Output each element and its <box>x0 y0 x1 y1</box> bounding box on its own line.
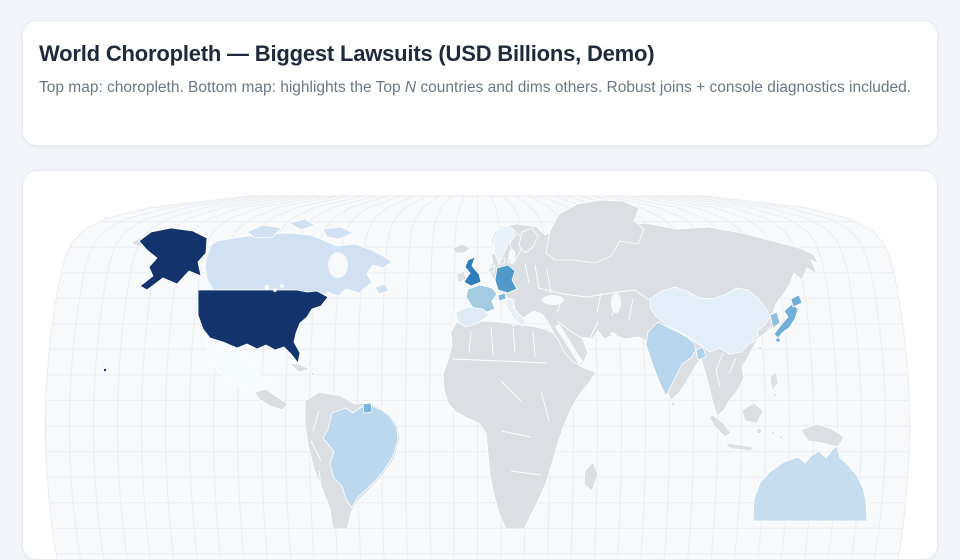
country-japan-honshu[interactable] <box>773 303 799 339</box>
country-india[interactable] <box>645 321 697 397</box>
country-usa[interactable] <box>197 289 329 364</box>
landmass-madagascar <box>583 461 599 492</box>
landmass-sumatra <box>708 414 732 438</box>
country-japan-hokkaido[interactable] <box>790 294 803 308</box>
country-norway[interactable] <box>492 224 516 265</box>
subtitle-text-before: Top map: choropleth. Bottom map: highlig… <box>39 79 405 97</box>
landmass-java <box>726 442 754 452</box>
country-switzerland[interactable] <box>497 292 507 302</box>
landmass-philippines <box>769 371 779 392</box>
hudson-bay <box>328 252 348 278</box>
landmass-sri-lanka <box>670 401 676 407</box>
country-canada-arctic[interactable] <box>246 224 282 239</box>
landmass-sulawesi <box>756 428 762 434</box>
landmass-borneo <box>741 402 764 424</box>
country-suriname[interactable] <box>362 402 373 414</box>
black-sea <box>542 295 564 305</box>
landmass-moluccas <box>771 431 775 435</box>
landmass-philippines-island <box>773 393 777 397</box>
country-china[interactable] <box>649 286 771 355</box>
map-card <box>22 170 938 560</box>
landmass-cuba <box>288 362 311 373</box>
country-germany[interactable] <box>494 264 518 294</box>
great-lakes <box>273 288 277 292</box>
country-bangladesh[interactable] <box>695 346 707 361</box>
country-italy-sicily[interactable] <box>511 321 517 327</box>
country-canada-newfoundland[interactable] <box>374 283 390 295</box>
landmass-greenland <box>545 199 645 264</box>
country-spain[interactable] <box>455 306 490 328</box>
great-lakes <box>280 284 284 288</box>
baltic-sea <box>508 249 516 263</box>
landmass-taiwan <box>757 345 763 351</box>
country-canada-arctic[interactable] <box>288 218 316 231</box>
country-south-korea[interactable] <box>769 311 781 329</box>
country-borders <box>310 262 746 502</box>
subtitle-text-after: countries and dims others. Robust joins … <box>416 79 912 97</box>
page-title: World Choropleth — Biggest Lawsuits (USD… <box>39 41 655 66</box>
caspian-sea <box>611 293 621 313</box>
landmass-caribbean-island <box>311 372 315 376</box>
landmass-eurasia <box>486 222 820 417</box>
country-portugal[interactable] <box>448 310 456 326</box>
landmass-central-america <box>253 388 289 411</box>
country-usa-hawaii[interactable] <box>103 367 108 372</box>
world-choropleth-map <box>44 195 911 559</box>
landmass-iceland <box>452 243 472 254</box>
great-lakes <box>264 284 270 290</box>
country-uk[interactable] <box>463 256 482 287</box>
country-canada-baffin[interactable] <box>322 226 354 240</box>
landmass-moluccas <box>779 435 783 439</box>
country-mexico[interactable] <box>204 336 268 394</box>
country-netherlands[interactable] <box>487 264 496 273</box>
persian-gulf <box>609 331 623 343</box>
landmass-africa <box>442 319 597 530</box>
red-sea <box>554 323 584 365</box>
landmass-new-guinea <box>800 423 845 448</box>
header-card: World Choropleth — Biggest Lawsuits (USD… <box>22 20 938 146</box>
country-italy[interactable] <box>504 297 527 327</box>
country-japan-kyushu[interactable] <box>775 337 781 343</box>
landmass-caribbean-island <box>317 376 321 380</box>
country-france[interactable] <box>465 284 498 314</box>
page-subtitle: Top map: choropleth. Bottom map: highlig… <box>39 77 921 99</box>
country-usa-alaska[interactable] <box>138 227 208 291</box>
landmass-finland <box>518 227 539 254</box>
subtitle-emphasis: N <box>404 79 417 97</box>
